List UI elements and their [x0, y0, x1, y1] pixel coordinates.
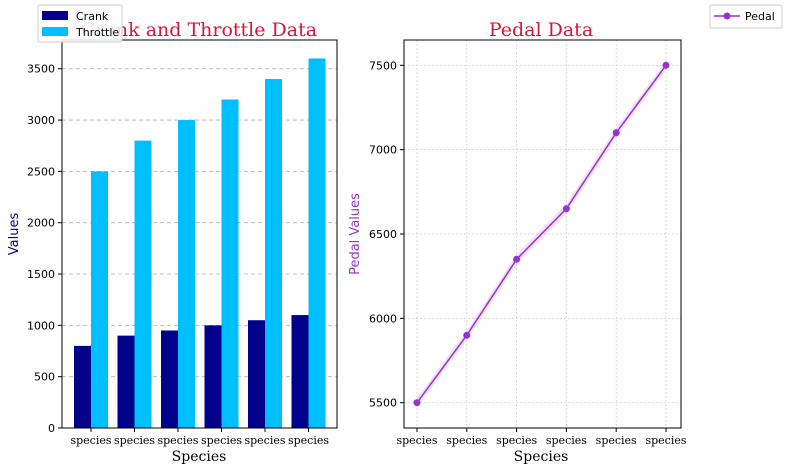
x-axis-label: Species: [514, 449, 569, 465]
chart-title: Pedal Data: [489, 19, 593, 41]
bar-throttle: [265, 79, 282, 428]
y-tick-label: 2000: [27, 217, 55, 230]
x-tick-label: species: [546, 434, 587, 447]
bar-crank: [248, 320, 265, 428]
series-line-pedal: [416, 64, 667, 404]
legend: Pedal: [709, 4, 783, 29]
y-tick-label: 7500: [369, 59, 397, 72]
y-tick-label: 500: [34, 371, 55, 384]
legend-frame: [709, 4, 783, 29]
plot-frame: [61, 39, 338, 429]
point-pedal: [662, 61, 670, 69]
y-axis-label: Values: [7, 213, 22, 256]
points: [413, 61, 670, 407]
x-tick-label: species: [114, 434, 155, 447]
bar-crank: [161, 330, 178, 428]
bar-crank: [74, 345, 91, 428]
bar-crank: [117, 335, 135, 428]
x-tick-label: species: [70, 434, 111, 447]
bar-crank: [291, 315, 309, 428]
x-tick-label: species: [645, 434, 686, 447]
bars: [74, 58, 326, 429]
legend: Crank Throttle: [37, 4, 123, 43]
x-tick-label: species: [396, 434, 437, 447]
bar-throttle: [134, 140, 152, 428]
x-tick-label: species: [596, 434, 637, 447]
y-tick-label: 0: [48, 422, 55, 435]
point-pedal: [562, 205, 570, 213]
gridlines: [404, 40, 681, 428]
bar-throttle: [221, 99, 239, 428]
y-ticks: 5500 6000 6500 7000 7500: [369, 59, 404, 410]
x-ticks: species species species species species speci…: [396, 428, 687, 447]
point-pedal: [463, 331, 471, 339]
bar-crank: [204, 325, 222, 428]
x-axis-label: Species: [172, 449, 227, 465]
point-pedal: [612, 129, 620, 137]
y-axis-label: Pedal Values: [348, 193, 363, 275]
point-pedal: [413, 399, 421, 407]
y-tick-label: 3500: [27, 63, 55, 76]
x-tick-label: species: [157, 434, 198, 447]
y-tick-label: 6000: [369, 312, 397, 325]
chart-title: Crank and Throttle Data: [81, 19, 317, 41]
y-ticks: 0 500 1000 1500 2000 2500 3000 3500: [27, 63, 62, 435]
x-tick-label: species: [244, 434, 285, 447]
y-tick-label: 5500: [369, 397, 397, 410]
y-tick-label: 6500: [369, 228, 397, 241]
y-tick-label: 7000: [369, 144, 397, 157]
legend-label-throttle: Throttle: [75, 26, 119, 39]
point-pedal: [513, 255, 521, 263]
y-tick-label: 2500: [27, 165, 55, 178]
bar-throttle: [308, 58, 326, 428]
legend-marker-pedal: [723, 12, 731, 20]
x-tick-label: species: [496, 434, 537, 447]
y-tick-label: 1000: [27, 319, 55, 332]
bar-throttle: [91, 171, 108, 429]
bar-throttle: [178, 120, 195, 429]
legend-swatch-crank: [42, 11, 68, 20]
x-tick-label: species: [446, 434, 487, 447]
legend-label-crank: Crank: [76, 10, 109, 23]
legend-label-pedal: Pedal: [745, 10, 775, 23]
legend-swatch-throttle: [42, 27, 68, 36]
x-ticks: species species species species species speci…: [70, 428, 329, 447]
x-tick-label: species: [201, 434, 242, 447]
y-tick-label: 3000: [27, 114, 55, 127]
x-tick-label: species: [288, 434, 329, 447]
y-tick-label: 1500: [27, 268, 55, 281]
